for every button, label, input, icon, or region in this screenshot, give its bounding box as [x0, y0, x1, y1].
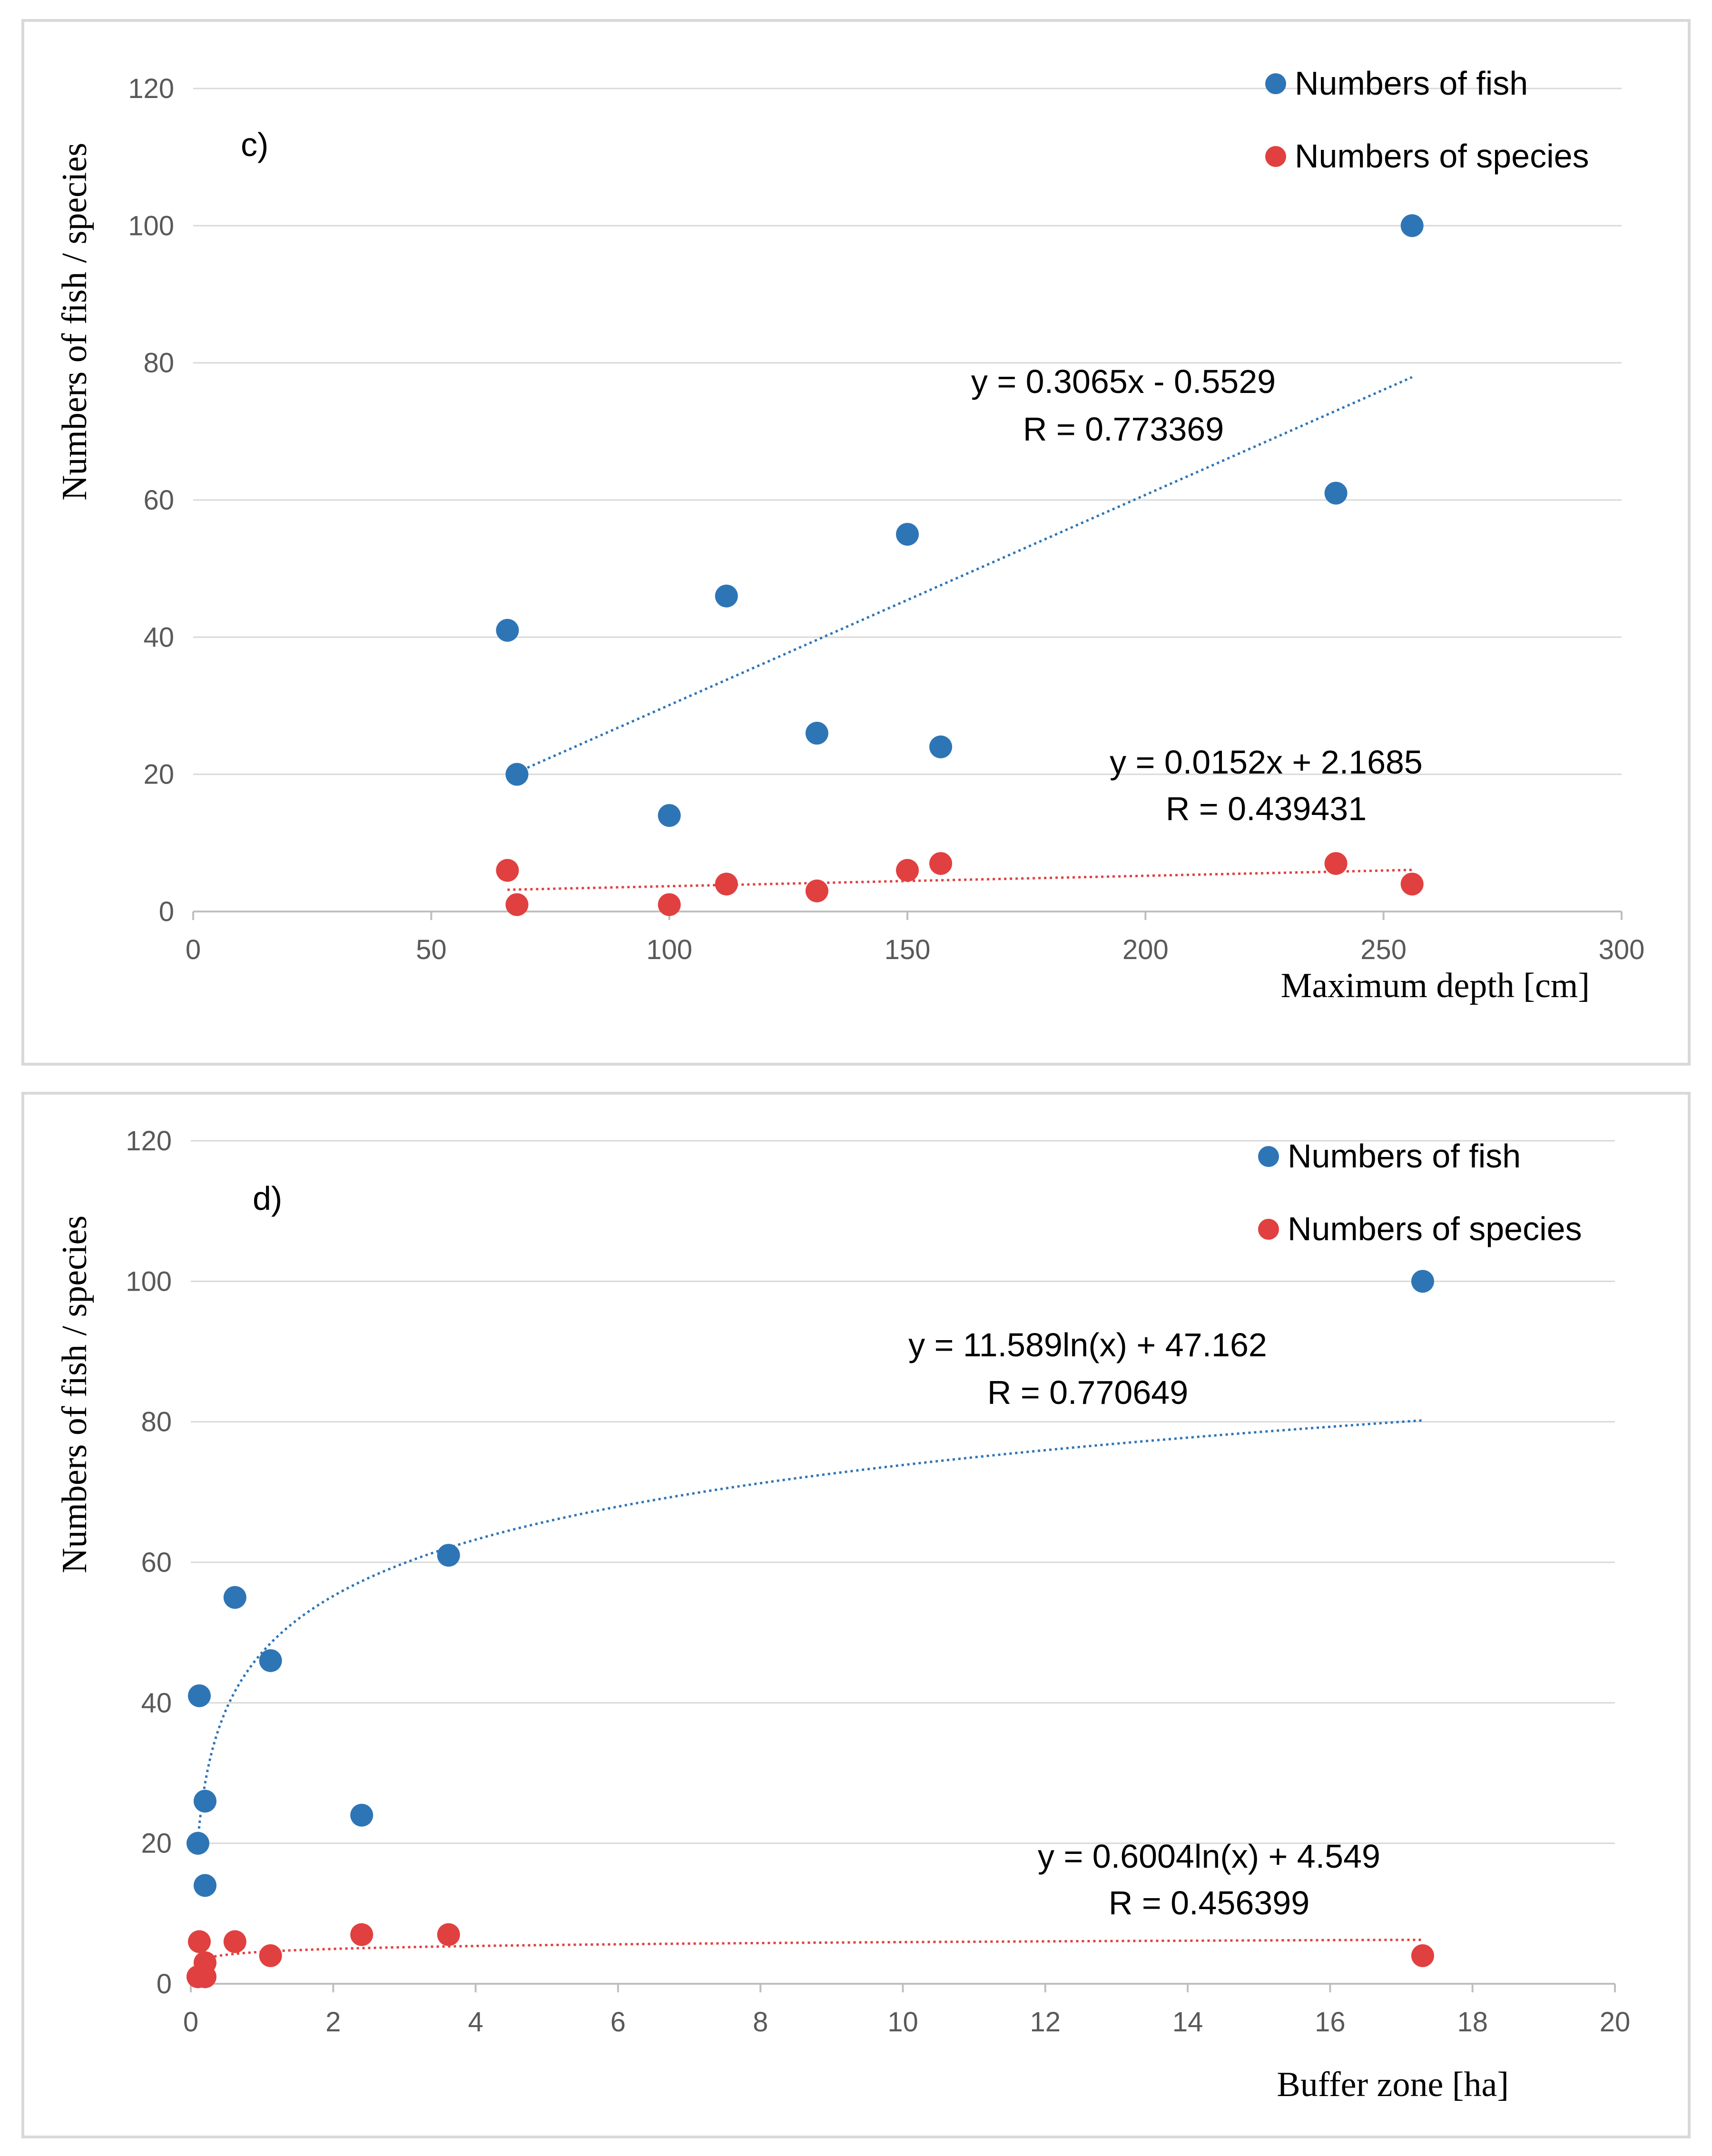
species-point-5-d	[259, 1944, 282, 1967]
legend-label-fish-d: Numbers of fish	[1288, 1137, 1521, 1175]
x-tick-label-0-c: 0	[186, 934, 201, 965]
species-point-5-c	[896, 859, 919, 882]
species-point-2-c	[658, 893, 681, 916]
x-tick-label-18-d: 18	[1457, 2007, 1488, 2038]
chart-c-svg: 0 20 40 60 80 100 120 0 50 100 150 200 250 300 c) Num…	[55, 65, 1645, 1005]
legend-marker-fish-d	[1258, 1146, 1279, 1167]
fish-point-2-d	[193, 1790, 216, 1813]
y-tick-label-80-c: 80	[143, 348, 174, 379]
y-tick-label-40-c: 40	[143, 622, 174, 653]
fish-point-4-c	[805, 722, 828, 745]
trend-r-fish-d: R = 0.770649	[987, 1374, 1188, 1411]
trend-r-species-c: R = 0.439431	[1166, 790, 1367, 827]
x-tick-label-50-c: 50	[416, 934, 447, 965]
fish-point-0-c	[496, 618, 519, 642]
species-point-3-c	[715, 872, 738, 896]
y-tick-label-20-c: 20	[143, 759, 174, 790]
x-tick-label-12-d: 12	[1030, 2007, 1061, 2038]
legend-label-species-d: Numbers of species	[1288, 1210, 1582, 1247]
species-point-4-d	[223, 1930, 246, 1953]
fish-point-5-d	[259, 1649, 282, 1672]
x-tick-label-10-d: 10	[887, 2007, 918, 2038]
y-tick-label-100-c: 100	[128, 210, 174, 241]
trendline-species-c	[507, 869, 1412, 891]
species-point-1-c	[505, 893, 529, 916]
fish-point-7-d	[437, 1544, 460, 1567]
y-tick-label-60-d: 60	[141, 1547, 172, 1578]
chart-panel-c: 0 20 40 60 80 100 120 0 50 100 150 200 250 300 c) Num…	[21, 19, 1691, 1066]
species-point-0-c	[496, 859, 519, 882]
x-tick-label-14-d: 14	[1172, 2007, 1203, 2038]
legend-marker-fish-c	[1265, 73, 1286, 94]
x-tick-label-4-d: 4	[468, 2007, 483, 2038]
trend-equation-fish-c: y = 0.3065x - 0.5529	[971, 363, 1276, 400]
chart-panel-d: 0 20 40 60 80 100 120 0 2 4 6 8 10 12 14 16 18 20 d) Numb…	[21, 1092, 1691, 2138]
x-tick-label-0-d: 0	[183, 2007, 198, 2038]
x-tick-label-200-c: 200	[1122, 934, 1169, 965]
species-point-0-d	[187, 1930, 211, 1953]
legend-label-species-c: Numbers of species	[1295, 137, 1589, 175]
species-point-6-d	[350, 1923, 374, 1946]
trendline-fish-d	[197, 1419, 1423, 1840]
y-tick-label-120-c: 120	[128, 73, 174, 104]
x-tick-label-300-c: 300	[1599, 934, 1645, 965]
trendline-fish-c	[516, 376, 1413, 774]
legend-marker-species-d	[1258, 1219, 1279, 1240]
trend-r-species-d: R = 0.456399	[1109, 1884, 1309, 1921]
fish-point-0-d	[187, 1684, 211, 1707]
trend-equation-species-d: y = 0.6004ln(x) + 4.549	[1038, 1838, 1380, 1875]
fish-point-6-c	[929, 735, 953, 758]
fish-point-7-c	[1324, 481, 1348, 505]
trend-equation-fish-d: y = 11.589ln(x) + 47.162	[908, 1326, 1267, 1363]
y-axis-title-c: Numbers of fish / species	[55, 143, 94, 500]
species-point-3-d	[193, 1951, 216, 1974]
y-tick-label-60-c: 60	[143, 485, 174, 516]
y-tick-label-40-d: 40	[141, 1687, 172, 1718]
x-tick-label-250-c: 250	[1360, 934, 1407, 965]
species-point-8-c	[1400, 872, 1424, 896]
y-tick-label-120-d: 120	[126, 1126, 172, 1156]
x-tick-label-6-d: 6	[610, 2007, 626, 2038]
y-tick-label-0-d: 0	[157, 1969, 172, 1999]
fish-point-1-d	[186, 1832, 209, 1855]
y-tick-label-20-d: 20	[141, 1828, 172, 1859]
y-tick-label-100-d: 100	[126, 1266, 172, 1297]
x-tick-label-20-d: 20	[1600, 2007, 1631, 2038]
fish-point-8-d	[1411, 1270, 1434, 1293]
fish-point-3-d	[193, 1874, 216, 1897]
trend-r-fish-c: R = 0.773369	[1023, 411, 1224, 448]
x-tick-label-8-d: 8	[753, 2007, 768, 2038]
fish-point-3-c	[715, 584, 738, 608]
species-point-7-d	[437, 1923, 460, 1946]
legend-c: Numbers of fish Numbers of species	[1265, 65, 1589, 175]
fish-point-1-c	[505, 763, 529, 786]
x-axis-title-d: Buffer zone [ha]	[1277, 2065, 1509, 2104]
x-axis-title-c: Maximum depth [cm]	[1281, 966, 1590, 1005]
fish-point-8-c	[1400, 214, 1424, 237]
species-point-4-c	[805, 879, 828, 902]
fish-point-6-d	[350, 1803, 374, 1827]
y-tick-label-0-c: 0	[159, 896, 174, 927]
fish-point-5-c	[896, 523, 919, 546]
x-tick-label-16-d: 16	[1315, 2007, 1346, 2038]
legend-label-fish-c: Numbers of fish	[1295, 65, 1528, 102]
legend-marker-species-c	[1265, 146, 1286, 167]
panel-label-c: c)	[241, 126, 268, 163]
x-tick-label-150-c: 150	[885, 934, 931, 965]
fish-point-2-c	[658, 804, 681, 827]
chart-d-svg: 0 20 40 60 80 100 120 0 2 4 6 8 10 12 14 16 18 20 d) Numb…	[55, 1126, 1631, 2104]
species-point-6-c	[929, 852, 953, 875]
trend-equation-species-c: y = 0.0152x + 2.1685	[1110, 744, 1423, 781]
panel-label-d: d)	[253, 1180, 282, 1217]
trendline-species-d	[197, 1939, 1423, 1963]
species-point-7-c	[1324, 852, 1348, 875]
species-point-8-d	[1411, 1944, 1434, 1967]
x-tick-label-100-c: 100	[646, 934, 692, 965]
y-axis-title-d: Numbers of fish / species	[55, 1215, 94, 1573]
x-tick-label-2-d: 2	[325, 2007, 341, 2038]
y-tick-label-80-d: 80	[141, 1407, 172, 1438]
legend-d: Numbers of fish Numbers of species	[1258, 1137, 1582, 1247]
fish-point-4-d	[223, 1586, 246, 1609]
